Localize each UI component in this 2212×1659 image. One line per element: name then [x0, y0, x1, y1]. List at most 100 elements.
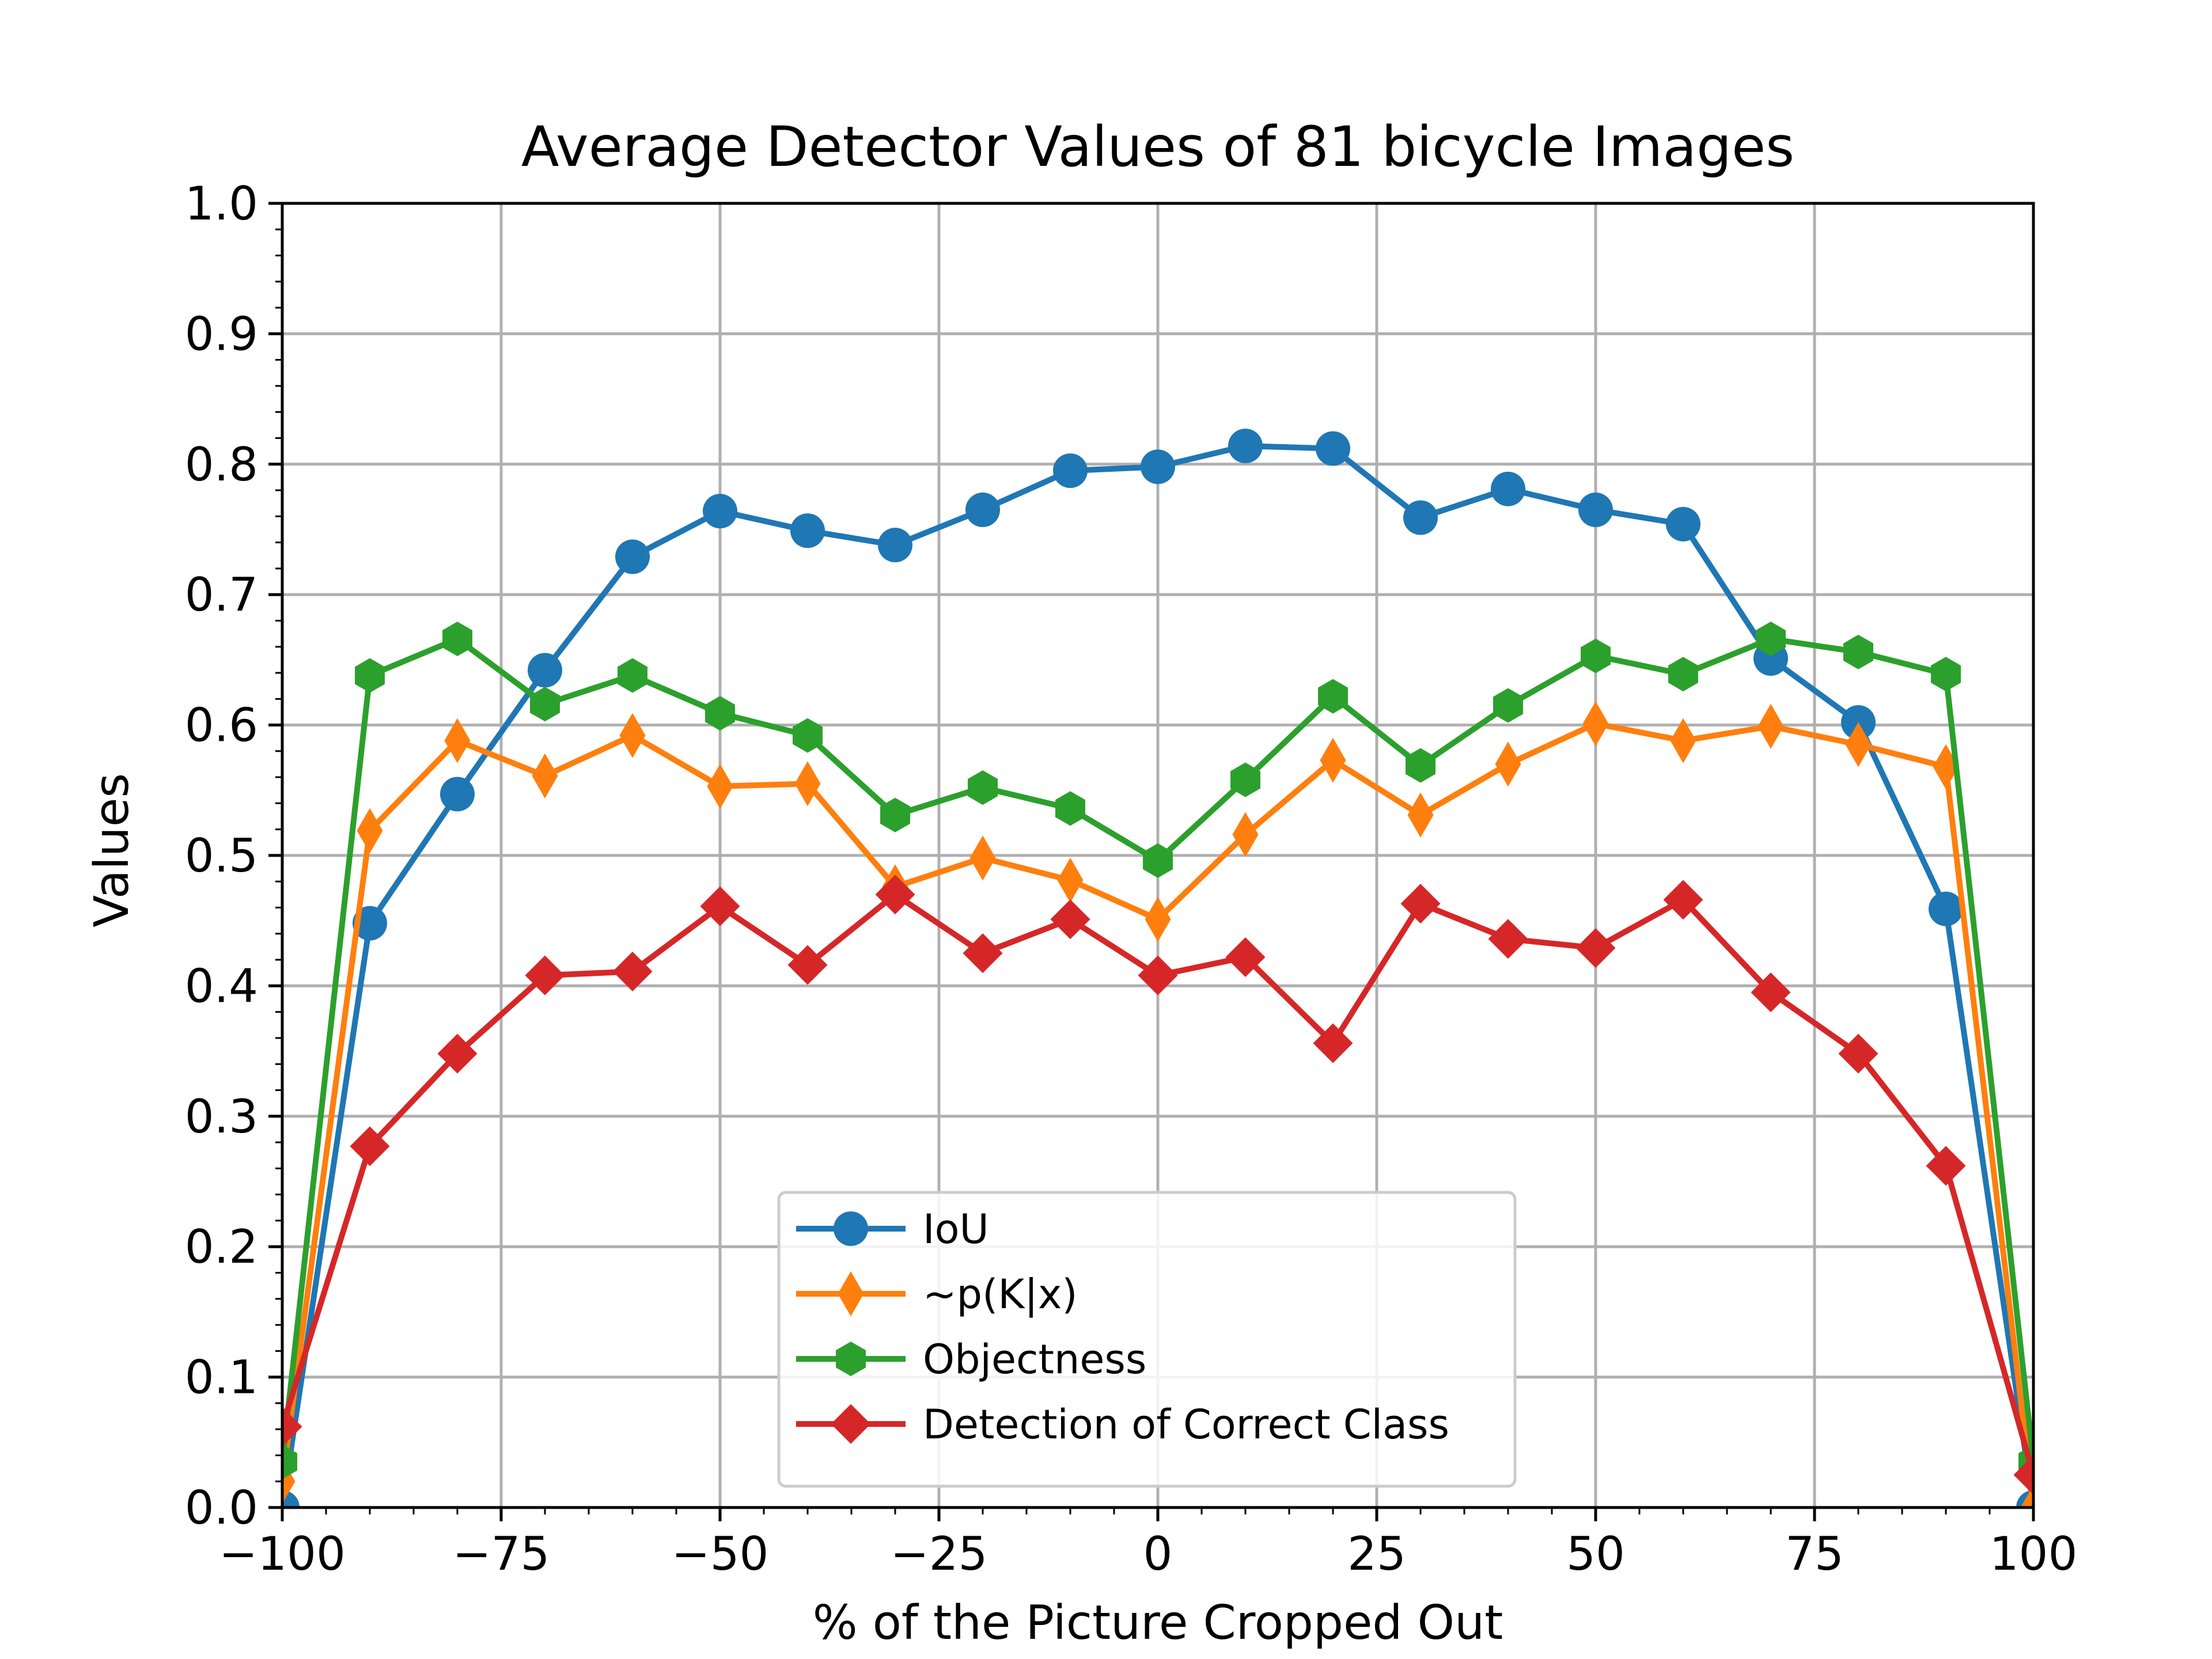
data-point-objectness: [1581, 638, 1611, 673]
data-point-objectness: [1230, 762, 1260, 797]
data-point-p-k-x: [532, 753, 558, 798]
x-tick-label: 75: [1785, 1527, 1844, 1581]
data-point-iou: [965, 493, 1000, 528]
data-point-iou: [1228, 429, 1263, 464]
data-point-objectness: [282, 1444, 297, 1479]
data-point-objectness: [1318, 679, 1348, 714]
data-point-detection-of-correct-class: [350, 1126, 390, 1166]
data-point-p-k-x: [1670, 718, 1696, 763]
data-point-iou: [703, 494, 737, 529]
data-point-objectness: [1055, 791, 1085, 826]
y-tick-label: 0.4: [185, 959, 258, 1013]
data-point-detection-of-correct-class: [1488, 919, 1528, 959]
y-tick-label: 0.0: [185, 1481, 258, 1535]
x-tick-label: 0: [1143, 1527, 1173, 1581]
data-point-objectness: [442, 622, 472, 657]
data-point-p-k-x: [1582, 701, 1609, 747]
data-point-p-k-x: [1057, 858, 1084, 903]
y-tick-label: 0.3: [185, 1090, 258, 1143]
data-point-objectness: [355, 658, 385, 693]
data-point-objectness: [530, 687, 560, 722]
legend-label-p-k-x: ~p(K|x): [923, 1271, 1078, 1318]
data-point-p-k-x: [794, 761, 821, 806]
data-point-p-k-x: [444, 718, 471, 763]
data-point-detection-of-correct-class: [525, 955, 565, 995]
legend-marker-iou: [834, 1211, 868, 1246]
data-point-p-k-x: [969, 835, 996, 881]
series-iou: [282, 429, 2033, 1508]
data-point-iou: [878, 528, 912, 563]
data-point-objectness: [968, 770, 998, 805]
data-point-detection-of-correct-class: [1751, 972, 1791, 1013]
x-axis-label: % of the Picture Cropped Out: [813, 1596, 1503, 1650]
y-tick-label: 0.5: [185, 829, 258, 882]
data-point-detection-of-correct-class: [1225, 937, 1266, 978]
data-point-iou: [1403, 500, 1438, 535]
legend-box: [777, 1191, 1517, 1488]
data-point-iou: [790, 513, 825, 548]
data-point-detection-of-correct-class: [1313, 1023, 1353, 1063]
data-point-objectness: [705, 696, 735, 731]
legend-label-iou: IoU: [923, 1206, 989, 1253]
legend-label-detection-of-correct-class: Detection of Correct Class: [923, 1401, 1449, 1448]
data-point-detection-of-correct-class: [1575, 928, 1616, 968]
data-point-detection-of-correct-class: [1663, 880, 1703, 920]
data-point-objectness: [1493, 688, 1523, 723]
x-tick-label: −100: [219, 1527, 346, 1581]
y-tick-label: 0.7: [185, 568, 258, 622]
data-point-objectness: [1843, 634, 1873, 669]
data-point-objectness: [1143, 843, 1173, 878]
data-point-iou: [1578, 493, 1613, 528]
x-tick-label: −75: [453, 1527, 550, 1581]
data-point-p-k-x: [1145, 896, 1171, 942]
data-point-iou: [615, 539, 650, 574]
data-point-iou: [1316, 431, 1350, 466]
data-point-p-k-x: [1407, 792, 1434, 838]
y-tick-label: 1.0: [185, 177, 258, 230]
legend-label-objectness: Objectness: [923, 1336, 1146, 1383]
y-tick-label: 0.9: [185, 307, 258, 361]
data-point-iou: [528, 653, 562, 688]
y-tick-label: 0.8: [185, 438, 258, 491]
legend: IoU ~p(K|x) Objectness Detection of Correct…: [777, 1191, 1517, 1488]
data-point-detection-of-correct-class: [1050, 899, 1090, 940]
x-tick-label: 100: [1990, 1527, 2078, 1581]
series-p-k-x: [282, 701, 2033, 1508]
y-tick-label: 0.6: [185, 699, 258, 752]
data-point-p-k-x: [1845, 722, 1872, 767]
data-point-detection-of-correct-class: [700, 886, 740, 926]
data-point-detection-of-correct-class: [1838, 1033, 1878, 1074]
data-point-objectness: [1756, 622, 1786, 657]
series-layer: [282, 429, 2033, 1508]
y-tick-label: 0.2: [185, 1220, 258, 1274]
data-point-objectness: [1668, 657, 1698, 692]
data-point-iou: [1141, 449, 1175, 484]
ticks: −100 −75 −50 −25 0 25 50 75 100 0.0 0.1 0.2 0.3 0.4 0.…: [185, 177, 2078, 1581]
data-point-iou: [1666, 506, 1700, 541]
data-point-detection-of-correct-class: [1400, 884, 1441, 924]
data-point-objectness: [618, 658, 647, 693]
data-point-detection-of-correct-class: [2013, 1455, 2033, 1495]
data-point-iou: [440, 777, 475, 812]
data-point-p-k-x: [1758, 703, 1784, 749]
x-tick-label: 50: [1566, 1527, 1625, 1581]
data-point-detection-of-correct-class: [282, 1407, 302, 1447]
data-point-detection-of-correct-class: [1138, 955, 1178, 995]
x-tick-label: 25: [1347, 1527, 1406, 1581]
chart-title: Average Detector Values of 81 bicycle Im…: [521, 115, 1794, 179]
data-point-detection-of-correct-class: [437, 1033, 478, 1074]
data-point-detection-of-correct-class: [875, 874, 915, 915]
data-point-detection-of-correct-class: [612, 951, 653, 991]
y-axis-label: Values: [85, 773, 139, 927]
data-point-p-k-x: [1495, 741, 1521, 787]
series-objectness: [282, 622, 2033, 1479]
data-point-p-k-x: [619, 713, 646, 758]
y-tick-label: 0.1: [185, 1351, 258, 1404]
data-point-p-k-x: [357, 808, 383, 853]
series-detection-of-correct-class: [282, 874, 2033, 1495]
data-point-objectness: [880, 797, 910, 832]
data-point-objectness: [793, 718, 823, 753]
x-tick-label: −50: [672, 1527, 769, 1581]
data-point-p-k-x: [1320, 737, 1346, 783]
